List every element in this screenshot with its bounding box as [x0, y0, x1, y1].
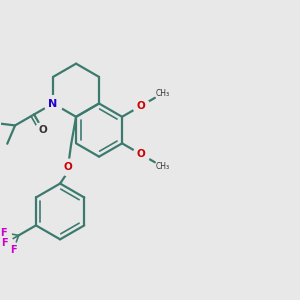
Text: CH₃: CH₃: [156, 162, 170, 171]
Text: F: F: [2, 238, 8, 248]
Text: O: O: [137, 101, 146, 111]
Text: O: O: [39, 125, 47, 135]
Text: N: N: [48, 98, 58, 109]
Text: F: F: [0, 228, 6, 238]
Text: O: O: [64, 162, 73, 172]
Text: O: O: [137, 149, 146, 159]
Text: CH₃: CH₃: [156, 89, 170, 98]
Text: F: F: [10, 245, 16, 255]
